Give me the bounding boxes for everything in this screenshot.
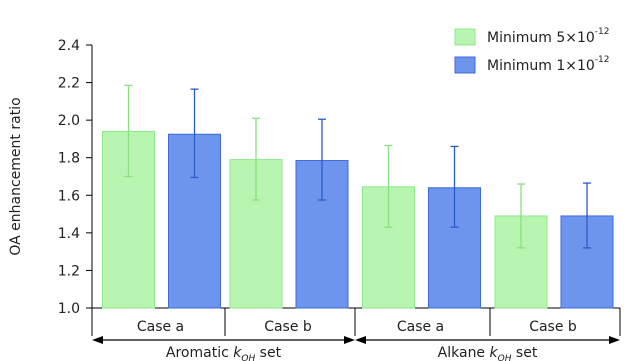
legend-item-2: Minimum 1×10-12: [454, 55, 610, 74]
group-arrow: [92, 336, 355, 344]
x-category-label: Case a: [397, 319, 444, 335]
y-tick-label: 1.8: [58, 151, 80, 167]
group-label: Alkane kOH set: [438, 345, 538, 361]
error-bar: [384, 144, 393, 228]
x-category-labels: Case a Case b Case a Case b: [91, 308, 621, 336]
y-axis-title: OA enhancement ratio: [8, 97, 24, 255]
y-tick-label: 1.4: [58, 226, 80, 242]
error-bar: [517, 183, 525, 249]
y-tick-label: 1.0: [58, 301, 80, 317]
y-tick-label: 2.2: [58, 76, 80, 92]
error-bar: [190, 88, 199, 179]
y-tick-label: 2.4: [58, 38, 80, 54]
error-bar: [124, 84, 133, 178]
y-ticks: 1.0 1.2 1.4 1.6 1.8 2.0 2.2 2.4: [58, 38, 92, 317]
legend-label: Minimum 5×10-12: [487, 27, 610, 46]
group-label: Aromatic kOH set: [166, 345, 282, 361]
x-category-label: Case b: [264, 319, 312, 335]
y-tick-label: 2.0: [58, 113, 80, 129]
legend-item-1: Minimum 5×10-12: [454, 27, 610, 46]
bar-series-1: [229, 159, 283, 309]
x-category-label: Case b: [529, 319, 577, 335]
legend: Minimum 5×10-12 Minimum 1×10-12: [454, 27, 610, 74]
error-bar: [583, 182, 591, 249]
legend-swatch: [454, 56, 476, 74]
error-bar: [252, 117, 260, 201]
legend-swatch: [454, 28, 476, 46]
bars: [102, 130, 614, 309]
y-tick-label: 1.2: [58, 263, 80, 279]
error-bar: [318, 118, 326, 201]
group-labels: Aromatic kOH set Alkane kOH set: [92, 336, 620, 361]
y-tick-label: 1.6: [58, 188, 80, 204]
group-arrow: [355, 336, 620, 344]
x-category-label: Case a: [137, 319, 184, 335]
error-bars: [124, 84, 591, 249]
legend-label: Minimum 1×10-12: [487, 55, 610, 74]
error-bar: [450, 145, 459, 228]
